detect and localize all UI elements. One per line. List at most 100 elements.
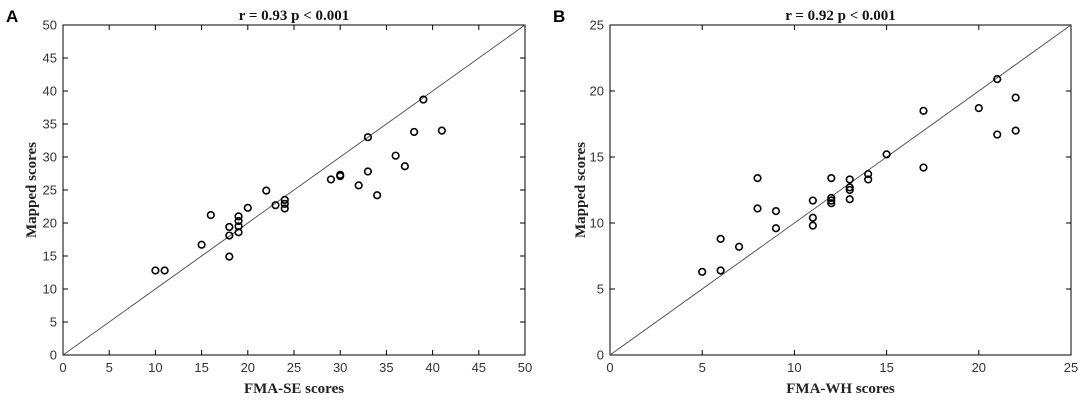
x-tick-label: 45 — [472, 360, 486, 375]
data-point — [845, 185, 854, 195]
data-point — [864, 175, 873, 184]
data-point — [919, 163, 928, 172]
y-tick-label: 40 — [43, 84, 57, 99]
data-point — [363, 167, 373, 176]
data-point — [262, 186, 271, 195]
data-point — [363, 133, 373, 142]
data-point — [326, 175, 336, 184]
data-point — [734, 242, 744, 251]
y-tick-label: 5 — [597, 282, 604, 297]
x-tick-label: 5 — [699, 360, 706, 375]
data-point — [993, 130, 1002, 139]
y-tick-label: 25 — [590, 18, 604, 33]
data-point — [160, 266, 169, 275]
data-point — [827, 196, 836, 205]
y-tick-label: 20 — [590, 84, 604, 99]
data-point — [919, 106, 928, 115]
data-point — [753, 204, 762, 213]
data-point — [336, 172, 345, 181]
data-point — [808, 213, 817, 222]
data-point — [354, 181, 363, 190]
x-tick-label: 0 — [606, 360, 613, 375]
x-tick-label: 20 — [241, 360, 255, 375]
x-tick-label: 35 — [379, 360, 393, 375]
panel-a: 0 5 10 15 20 25 30 35 40 45 50 0 5 10 15 20 25 30 35 40 45 50… — [6, 7, 532, 397]
data-point — [827, 193, 836, 203]
y-tick-label: 15 — [43, 249, 57, 264]
data-point — [716, 266, 725, 275]
data-point — [151, 266, 160, 275]
data-point — [771, 207, 781, 216]
x-tick-label: 0 — [59, 360, 66, 375]
x-tick-label: 25 — [287, 360, 301, 375]
y-tick-label: 15 — [590, 150, 604, 165]
panel-letter: B — [553, 7, 565, 26]
data-point — [243, 203, 252, 212]
x-tick-label: 50 — [518, 360, 532, 375]
data-point — [827, 174, 836, 183]
data-point — [974, 104, 983, 113]
data-point — [753, 174, 762, 183]
data-point — [1011, 126, 1020, 135]
y-tick-label: 0 — [50, 348, 57, 363]
y-tick-label: 25 — [43, 183, 57, 198]
y-tick-label: 45 — [43, 51, 57, 66]
x-axis-title: FMA-SE scores — [244, 381, 344, 397]
x-tick-label: 40 — [425, 360, 439, 375]
x-tick-label: 20 — [972, 360, 986, 375]
x-tick-label: 30 — [333, 360, 347, 375]
data-point — [993, 75, 1002, 84]
x-tick-label: 10 — [787, 360, 801, 375]
data-point — [373, 191, 382, 200]
y-tick-label: 10 — [43, 282, 57, 297]
data-point — [400, 162, 409, 171]
x-tick-label: 25 — [1064, 360, 1078, 375]
panel-title: r = 0.92 p < 0.001 — [785, 8, 896, 24]
plot-frame — [609, 24, 1072, 356]
data-point — [1011, 93, 1020, 102]
data-point — [864, 170, 873, 179]
data-point — [271, 201, 280, 210]
data-point — [808, 221, 817, 230]
reference-line — [62, 24, 526, 356]
y-tick-label: 0 — [597, 348, 604, 363]
data-point — [391, 151, 400, 160]
data-point — [845, 183, 854, 192]
x-axis-title: FMA-WH scores — [786, 381, 895, 397]
x-tick-label: 10 — [148, 360, 162, 375]
x-tick-label: 15 — [194, 360, 208, 375]
panel-b: 0 5 10 15 20 25 0 5 10 15 20 25 r = 0.92 p < 0.001 B F… — [553, 7, 1078, 397]
y-tick-label: 30 — [43, 150, 57, 165]
data-point — [437, 126, 446, 135]
data-point — [845, 175, 854, 184]
data-point — [827, 199, 836, 208]
data-point — [771, 224, 781, 233]
data-point — [234, 228, 243, 237]
y-axis-title: Mapped scores — [24, 142, 40, 238]
data-point — [225, 252, 234, 261]
panel-letter: A — [6, 7, 18, 26]
data-point — [280, 199, 289, 208]
x-tick-label: 5 — [106, 360, 113, 375]
data-point — [698, 267, 707, 276]
data-point — [197, 240, 206, 249]
y-tick-label: 10 — [590, 216, 604, 231]
y-tick-label: 5 — [50, 315, 57, 330]
data-point — [410, 127, 419, 137]
data-point — [225, 222, 234, 232]
data-point — [808, 196, 817, 205]
data-point — [280, 195, 289, 204]
y-tick-label: 35 — [43, 117, 57, 132]
data-point — [882, 150, 891, 159]
panel-title: r = 0.93 p < 0.001 — [239, 8, 350, 24]
data-point — [225, 231, 234, 240]
y-tick-label: 50 — [43, 18, 57, 33]
data-point — [280, 204, 289, 213]
y-tick-label: 20 — [43, 216, 57, 231]
data-point — [206, 210, 215, 220]
y-axis-title: Mapped scores — [573, 142, 589, 238]
x-tick-label: 15 — [879, 360, 893, 375]
data-point — [234, 216, 243, 226]
